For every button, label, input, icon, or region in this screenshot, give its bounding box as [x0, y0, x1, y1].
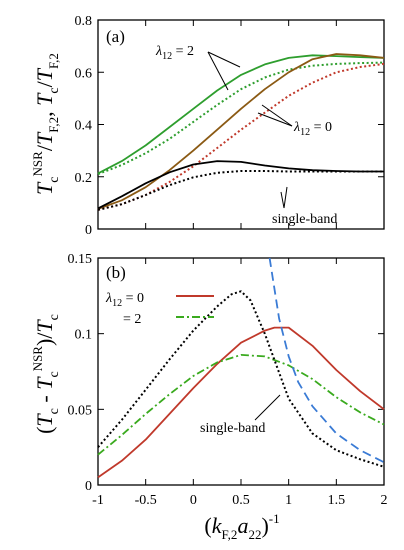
legend: λ12 = 0 = 2: [105, 291, 214, 327]
y-tick-label: 0.4: [75, 119, 93, 134]
y-tick-label: 0.8: [75, 14, 93, 29]
x-axis-title: (kF,2a22)-1: [204, 511, 279, 542]
annotation-single-band-b: single-band: [200, 421, 265, 436]
x-tick-label: 1.5: [328, 493, 346, 508]
arrow-lambda-2-a: [207, 51, 241, 68]
legend-label-lambda-0: λ12 = 0: [105, 291, 144, 309]
series-line-a-5: [97, 170, 384, 211]
series-line-b-0: [97, 326, 385, 479]
series-line-a-0: [97, 54, 385, 175]
panel-b-y-ticks: 0 0.05 0.1 0.15: [68, 252, 384, 494]
y-tick-label: 0: [85, 223, 92, 238]
panel-a-series: [97, 53, 385, 211]
series-line-a-4: [97, 160, 384, 210]
panel-b: 0 0.05 0.1 0.15 -1 -0.5 0 0.5 1 1.5 2 (b) (Tc - T…: [30, 252, 388, 542]
panel-a-y-ticks: 0 0.2 0.4 0.6 0.8: [75, 14, 384, 238]
series-line-a-2: [97, 53, 385, 210]
panel-a-label: (a): [106, 27, 125, 46]
arrow-lambda-0-a: [261, 104, 293, 127]
x-tick-label: 0.5: [232, 493, 250, 508]
x-tick-label: 1: [285, 493, 292, 508]
panel-a-y-axis-title: TcNSR/TF,2, Tc/TF,2: [30, 53, 62, 195]
panel-b-series: [97, 257, 385, 479]
y-tick-label: 0.05: [68, 403, 93, 418]
series-line-b-1: [97, 354, 385, 456]
panel-b-x-ticks: -1 -0.5 0 0.5 1 1.5 2: [92, 258, 388, 508]
series-line-a-1: [97, 61, 385, 176]
series-line-b-3: [268, 257, 385, 464]
y-tick-label: 0.6: [75, 66, 93, 81]
annotation-lambda-0: λ12 = 0: [293, 120, 332, 138]
panel-b-label: (b): [106, 263, 126, 282]
annotation-lambda-2: λ12 = 2: [155, 44, 194, 62]
panel-a-x-ticks: [97, 20, 385, 229]
arrow-lambda-2-b: [207, 51, 229, 91]
panel-a-frame: [97, 19, 385, 230]
series-line-b-2: [97, 290, 385, 468]
arrow-single-band-b: [280, 191, 285, 209]
arrow-single-band-c: [254, 394, 281, 421]
series-line-a-3: [97, 62, 385, 211]
arrow-single-band-a: [283, 186, 288, 209]
y-tick-label: 0.1: [75, 328, 93, 343]
y-tick-label: 0.2: [75, 171, 93, 186]
x-tick-label: -0.5: [135, 493, 157, 508]
x-tick-label: 2: [381, 493, 388, 508]
legend-label-lambda-2: = 2: [123, 312, 141, 327]
panel-a: 0 0.2 0.4 0.6 0.8 (a) TcNSR/TF,2, Tc/TF,2 λ1…: [30, 14, 385, 238]
y-tick-label: 0.15: [68, 252, 93, 267]
y-tick-label: 0: [85, 479, 92, 494]
panel-b-y-axis-title: (Tc - TcNSR)/Tc: [30, 314, 62, 434]
arrow-lambda-0-b: [257, 112, 293, 127]
x-tick-label: -1: [92, 493, 104, 508]
annotation-single-band-a: single-band: [272, 212, 337, 227]
x-tick-label: 0: [190, 493, 197, 508]
